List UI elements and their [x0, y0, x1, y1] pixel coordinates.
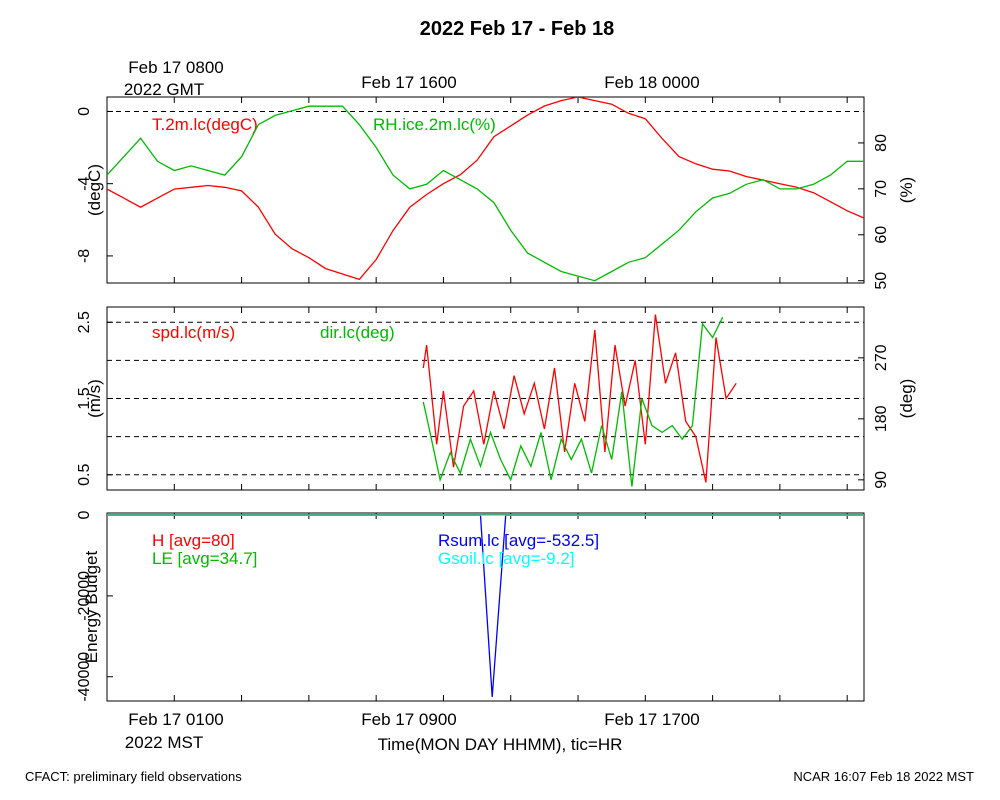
panel-wind: 2.5 1.5 0.5 (m/s) 270 180 90 (deg) spd.lc(m/s) di…: [76, 306, 916, 491]
y-axis-title: (degC): [85, 164, 104, 216]
y-tick-label: 2.5: [76, 311, 93, 333]
footer-right: NCAR 16:07 Feb 18 2022 MST: [793, 769, 974, 784]
series-line: [422, 314, 737, 483]
footer-left: CFACT: preliminary field observations: [25, 769, 242, 784]
y-axis-title: (m/s): [85, 379, 104, 418]
y-tick-label: -4: [76, 176, 93, 190]
series-line: [107, 105, 864, 282]
legend-label: spd.lc(m/s): [152, 323, 235, 342]
y-tick-label: -40000: [76, 652, 93, 702]
y2-tick-label: 180: [873, 405, 890, 432]
y2-tick-label: 270: [873, 344, 890, 371]
y-tick-label: 0: [76, 107, 93, 116]
legend-label: RH.ice.2m.lc(%): [373, 115, 496, 134]
y2-axis-title: (deg): [897, 379, 916, 419]
panel-frame: [106, 96, 865, 284]
legend-label: Rsum.lc [avg=-532.5]: [438, 531, 599, 550]
top-axis-first-label-line1: Feb 17 0800: [128, 58, 223, 77]
panel-frame: [106, 512, 865, 702]
top-axis-first-label-line2: 2022 GMT: [124, 80, 204, 99]
y-tick-label: -8: [76, 249, 93, 263]
y2-axis-title: (%): [897, 177, 916, 203]
y-tick-label: 1.5: [76, 387, 93, 409]
series-line: [107, 97, 864, 281]
y-tick-label: 0: [76, 510, 93, 519]
y2-tick-label: 70: [873, 180, 890, 198]
top-axis-label-2: Feb 18 0000: [604, 73, 699, 92]
y-axis-title: Energy Budget: [82, 550, 101, 663]
chart-title: 2022 Feb 17 - Feb 18: [420, 18, 615, 40]
y2-tick-label: 80: [873, 134, 890, 152]
panel-temperature-humidity: 0 -4 -8 (degC) 80 70 60 50 (%) T.2m.lc(degC) RH.ic…: [76, 96, 916, 290]
y2-tick-label: 60: [873, 226, 890, 244]
y-tick-label: -20000: [76, 571, 93, 621]
bottom-axis-label-2: Feb 17 1700: [604, 710, 699, 729]
y2-tick-label: 90: [873, 471, 890, 489]
bottom-axis-first-label-line1: Feb 17 0100: [128, 710, 223, 729]
bottom-axis-first-label-line2: 2022 MST: [125, 733, 203, 752]
legend-label: Gsoil.lc [avg=-9.2]: [438, 549, 575, 568]
x-axis-title: Time(MON DAY HHMM), tic=HR: [378, 735, 623, 754]
legend-label: T.2m.lc(degC): [152, 115, 258, 134]
legend-label: H [avg=80]: [152, 531, 235, 550]
series-line: [422, 316, 724, 487]
y2-tick-label: 50: [873, 272, 890, 290]
legend-label: dir.lc(deg): [320, 323, 395, 342]
legend-label: LE [avg=34.7]: [152, 549, 257, 568]
y-tick-label: 0.5: [76, 464, 93, 486]
top-axis-label-1: Feb 17 1600: [361, 73, 456, 92]
bottom-axis-label-1: Feb 17 0900: [361, 710, 456, 729]
